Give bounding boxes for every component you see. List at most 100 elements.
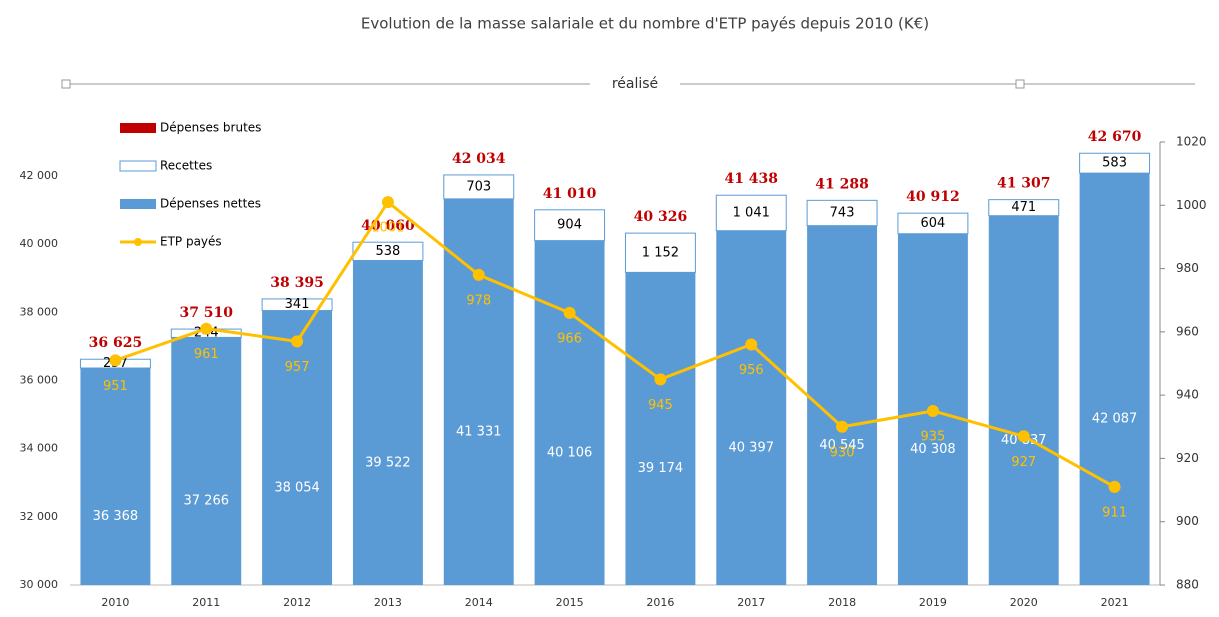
receipts-label: 538 bbox=[376, 244, 401, 259]
gross-label: 40 912 bbox=[906, 189, 960, 205]
y2-tick-label: 980 bbox=[1176, 261, 1199, 275]
receipts-label: 703 bbox=[466, 179, 491, 194]
legend-swatch bbox=[120, 199, 156, 209]
y2-tick-label: 960 bbox=[1176, 324, 1199, 338]
bar-net bbox=[1079, 173, 1150, 585]
etp-label: 956 bbox=[739, 363, 764, 378]
legend-label: Recettes bbox=[160, 159, 212, 173]
etp-label: 978 bbox=[466, 293, 491, 308]
receipts-label: 583 bbox=[1102, 156, 1127, 171]
y-tick-label: 34 000 bbox=[20, 442, 59, 455]
x-tick-label: 2021 bbox=[1101, 596, 1129, 609]
y-tick-label: 42 000 bbox=[20, 169, 59, 182]
gross-label: 42 034 bbox=[452, 151, 506, 167]
net-label: 36 368 bbox=[93, 509, 139, 524]
gross-label: 38 395 bbox=[270, 275, 324, 291]
y-tick-label: 32 000 bbox=[20, 510, 59, 523]
etp-label: 1001 bbox=[371, 221, 404, 236]
receipts-label: 1 041 bbox=[733, 205, 770, 220]
receipts-label: 471 bbox=[1011, 200, 1036, 215]
etp-point bbox=[109, 354, 122, 367]
etp-label: 911 bbox=[1102, 505, 1127, 520]
bar-net bbox=[80, 367, 151, 585]
period-marker bbox=[61, 79, 71, 89]
etp-label: 966 bbox=[557, 331, 582, 346]
bar-receipts bbox=[443, 174, 515, 200]
receipts-label: 341 bbox=[285, 297, 310, 312]
etp-point bbox=[1017, 430, 1030, 443]
bar-net bbox=[534, 240, 605, 585]
etp-line bbox=[114, 199, 1116, 489]
net-label: 40 308 bbox=[910, 442, 956, 457]
etp-label: 930 bbox=[830, 445, 855, 460]
net-label: 38 054 bbox=[274, 480, 320, 495]
legend-swatch bbox=[120, 123, 156, 133]
bar-receipts bbox=[1079, 152, 1151, 174]
gross-label: 41 307 bbox=[997, 176, 1051, 192]
net-label: 42 087 bbox=[1092, 412, 1138, 427]
bar-net bbox=[262, 310, 333, 585]
y2-tick-label: 880 bbox=[1176, 578, 1199, 592]
bar-receipts bbox=[715, 194, 787, 232]
y2-tick-label: 920 bbox=[1176, 451, 1199, 465]
etp-point bbox=[836, 420, 849, 433]
legend-label: ETP payés bbox=[160, 235, 222, 249]
x-tick-label: 2012 bbox=[283, 596, 311, 609]
etp-point bbox=[563, 306, 576, 319]
chart-title: Evolution de la masse salariale et du no… bbox=[361, 15, 929, 33]
receipts-label: 604 bbox=[921, 216, 946, 231]
etp-point bbox=[654, 373, 667, 386]
bar-receipts bbox=[352, 241, 424, 262]
bar-receipts bbox=[806, 199, 878, 227]
x-tick-label: 2018 bbox=[828, 596, 856, 609]
x-tick-label: 2010 bbox=[101, 596, 129, 609]
legend-swatch bbox=[119, 160, 157, 172]
receipts-label: 1 152 bbox=[642, 245, 679, 260]
y2-tick-label: 940 bbox=[1176, 388, 1199, 402]
net-label: 40 397 bbox=[729, 440, 775, 455]
y2-tick-label: 1020 bbox=[1176, 135, 1207, 149]
period-label: réalisé bbox=[612, 76, 658, 92]
etp-point bbox=[472, 268, 485, 281]
bar-net bbox=[716, 230, 787, 586]
bar-receipts bbox=[534, 209, 606, 242]
gross-label: 41 438 bbox=[724, 171, 778, 187]
net-label: 39 174 bbox=[638, 461, 684, 476]
legend-label: Dépenses brutes bbox=[160, 121, 261, 135]
bar-net bbox=[171, 337, 242, 585]
x-tick-label: 2016 bbox=[646, 596, 674, 609]
net-label: 40 106 bbox=[547, 445, 593, 460]
gross-label: 42 670 bbox=[1088, 129, 1142, 145]
bar-net bbox=[988, 215, 1059, 586]
gross-label: 37 510 bbox=[179, 305, 233, 321]
legend-label: Dépenses nettes bbox=[160, 197, 261, 211]
etp-label: 961 bbox=[194, 347, 219, 362]
x-tick-label: 2015 bbox=[556, 596, 584, 609]
y-tick-label: 36 000 bbox=[20, 374, 59, 387]
x-tick-label: 2020 bbox=[1010, 596, 1038, 609]
etp-point bbox=[1108, 480, 1121, 493]
x-tick-label: 2014 bbox=[465, 596, 493, 609]
receipts-label: 743 bbox=[830, 205, 855, 220]
y-tick-label: 40 000 bbox=[20, 237, 59, 250]
etp-point bbox=[926, 404, 939, 417]
gross-label: 41 288 bbox=[815, 176, 869, 192]
bar-net bbox=[443, 198, 514, 585]
gross-label: 41 010 bbox=[543, 186, 597, 202]
y-tick-label: 38 000 bbox=[20, 305, 59, 318]
etp-label: 935 bbox=[921, 429, 946, 444]
net-label: 37 266 bbox=[184, 494, 230, 509]
bar-net bbox=[625, 272, 696, 585]
etp-label: 957 bbox=[285, 360, 310, 375]
bar-receipts bbox=[988, 199, 1060, 217]
gross-label: 36 625 bbox=[89, 335, 143, 351]
net-label: 39 522 bbox=[365, 455, 411, 470]
etp-label: 927 bbox=[1011, 455, 1036, 470]
receipts-label: 904 bbox=[557, 218, 582, 233]
etp-label: 951 bbox=[103, 379, 128, 394]
etp-point bbox=[200, 322, 213, 335]
x-tick-label: 2011 bbox=[192, 596, 220, 609]
legend-swatch bbox=[134, 238, 142, 246]
y2-tick-label: 1000 bbox=[1176, 198, 1207, 212]
